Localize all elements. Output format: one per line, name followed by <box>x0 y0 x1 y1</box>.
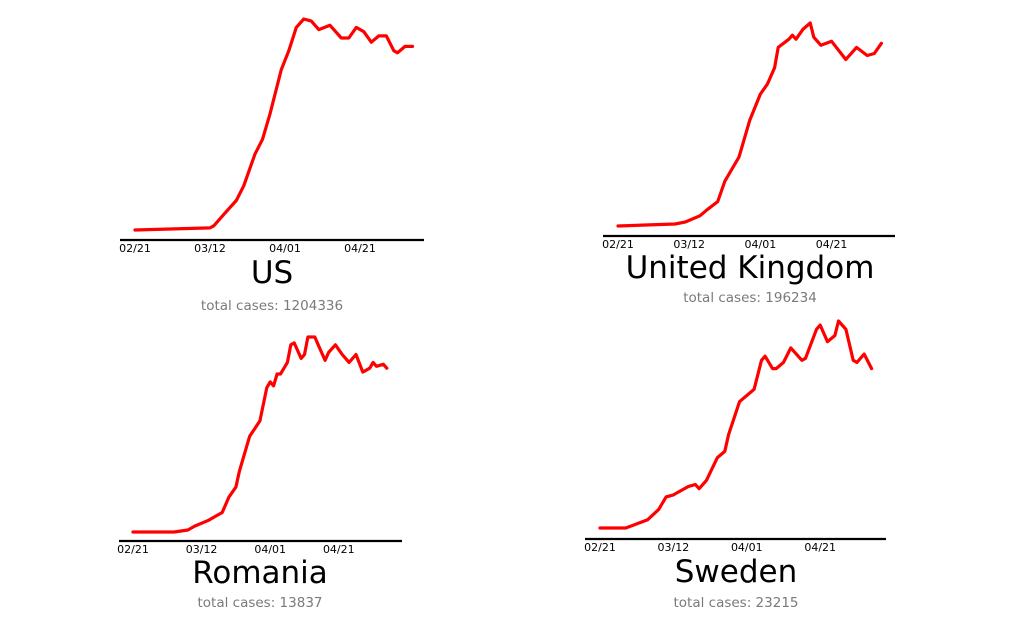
x-tick-label: 03/12 <box>658 541 690 554</box>
series-line-uk <box>616 21 883 228</box>
x-tick-label: 02/21 <box>584 541 616 554</box>
x-tick-label: 04/21 <box>804 541 836 554</box>
x-tick-label: 03/12 <box>186 543 218 556</box>
series-line-sweden <box>598 319 874 530</box>
x-tick-label: 04/21 <box>816 238 848 251</box>
series-line-romania <box>131 335 389 534</box>
x-tick-label: 02/21 <box>119 242 151 255</box>
x-tick-label: 04/01 <box>254 543 286 556</box>
chart-title-uk: United Kingdom <box>625 250 875 286</box>
x-tick-label: 02/21 <box>117 543 149 556</box>
chart-subtitle-sweden: total cases: 23215 <box>673 595 799 611</box>
chart-title-sweden: Sweden <box>674 554 798 590</box>
chart-subtitle-romania: total cases: 13837 <box>197 595 323 611</box>
chart-title-us: US <box>250 255 294 291</box>
chart-subtitle-us: total cases: 1204336 <box>200 298 344 314</box>
x-tick-label: 04/21 <box>344 242 376 255</box>
x-tick-label: 04/21 <box>323 543 355 556</box>
chart-subtitle-uk: total cases: 196234 <box>683 290 817 306</box>
x-tick-label: 02/21 <box>602 238 634 251</box>
x-tick-label: 03/12 <box>194 242 226 255</box>
series-line-us <box>133 17 415 232</box>
x-tick-label: 03/12 <box>673 238 705 251</box>
chart-title-romania: Romania <box>192 555 328 591</box>
x-tick-label: 04/01 <box>269 242 301 255</box>
x-tick-label: 04/01 <box>731 541 763 554</box>
x-tick-label: 04/01 <box>745 238 777 251</box>
